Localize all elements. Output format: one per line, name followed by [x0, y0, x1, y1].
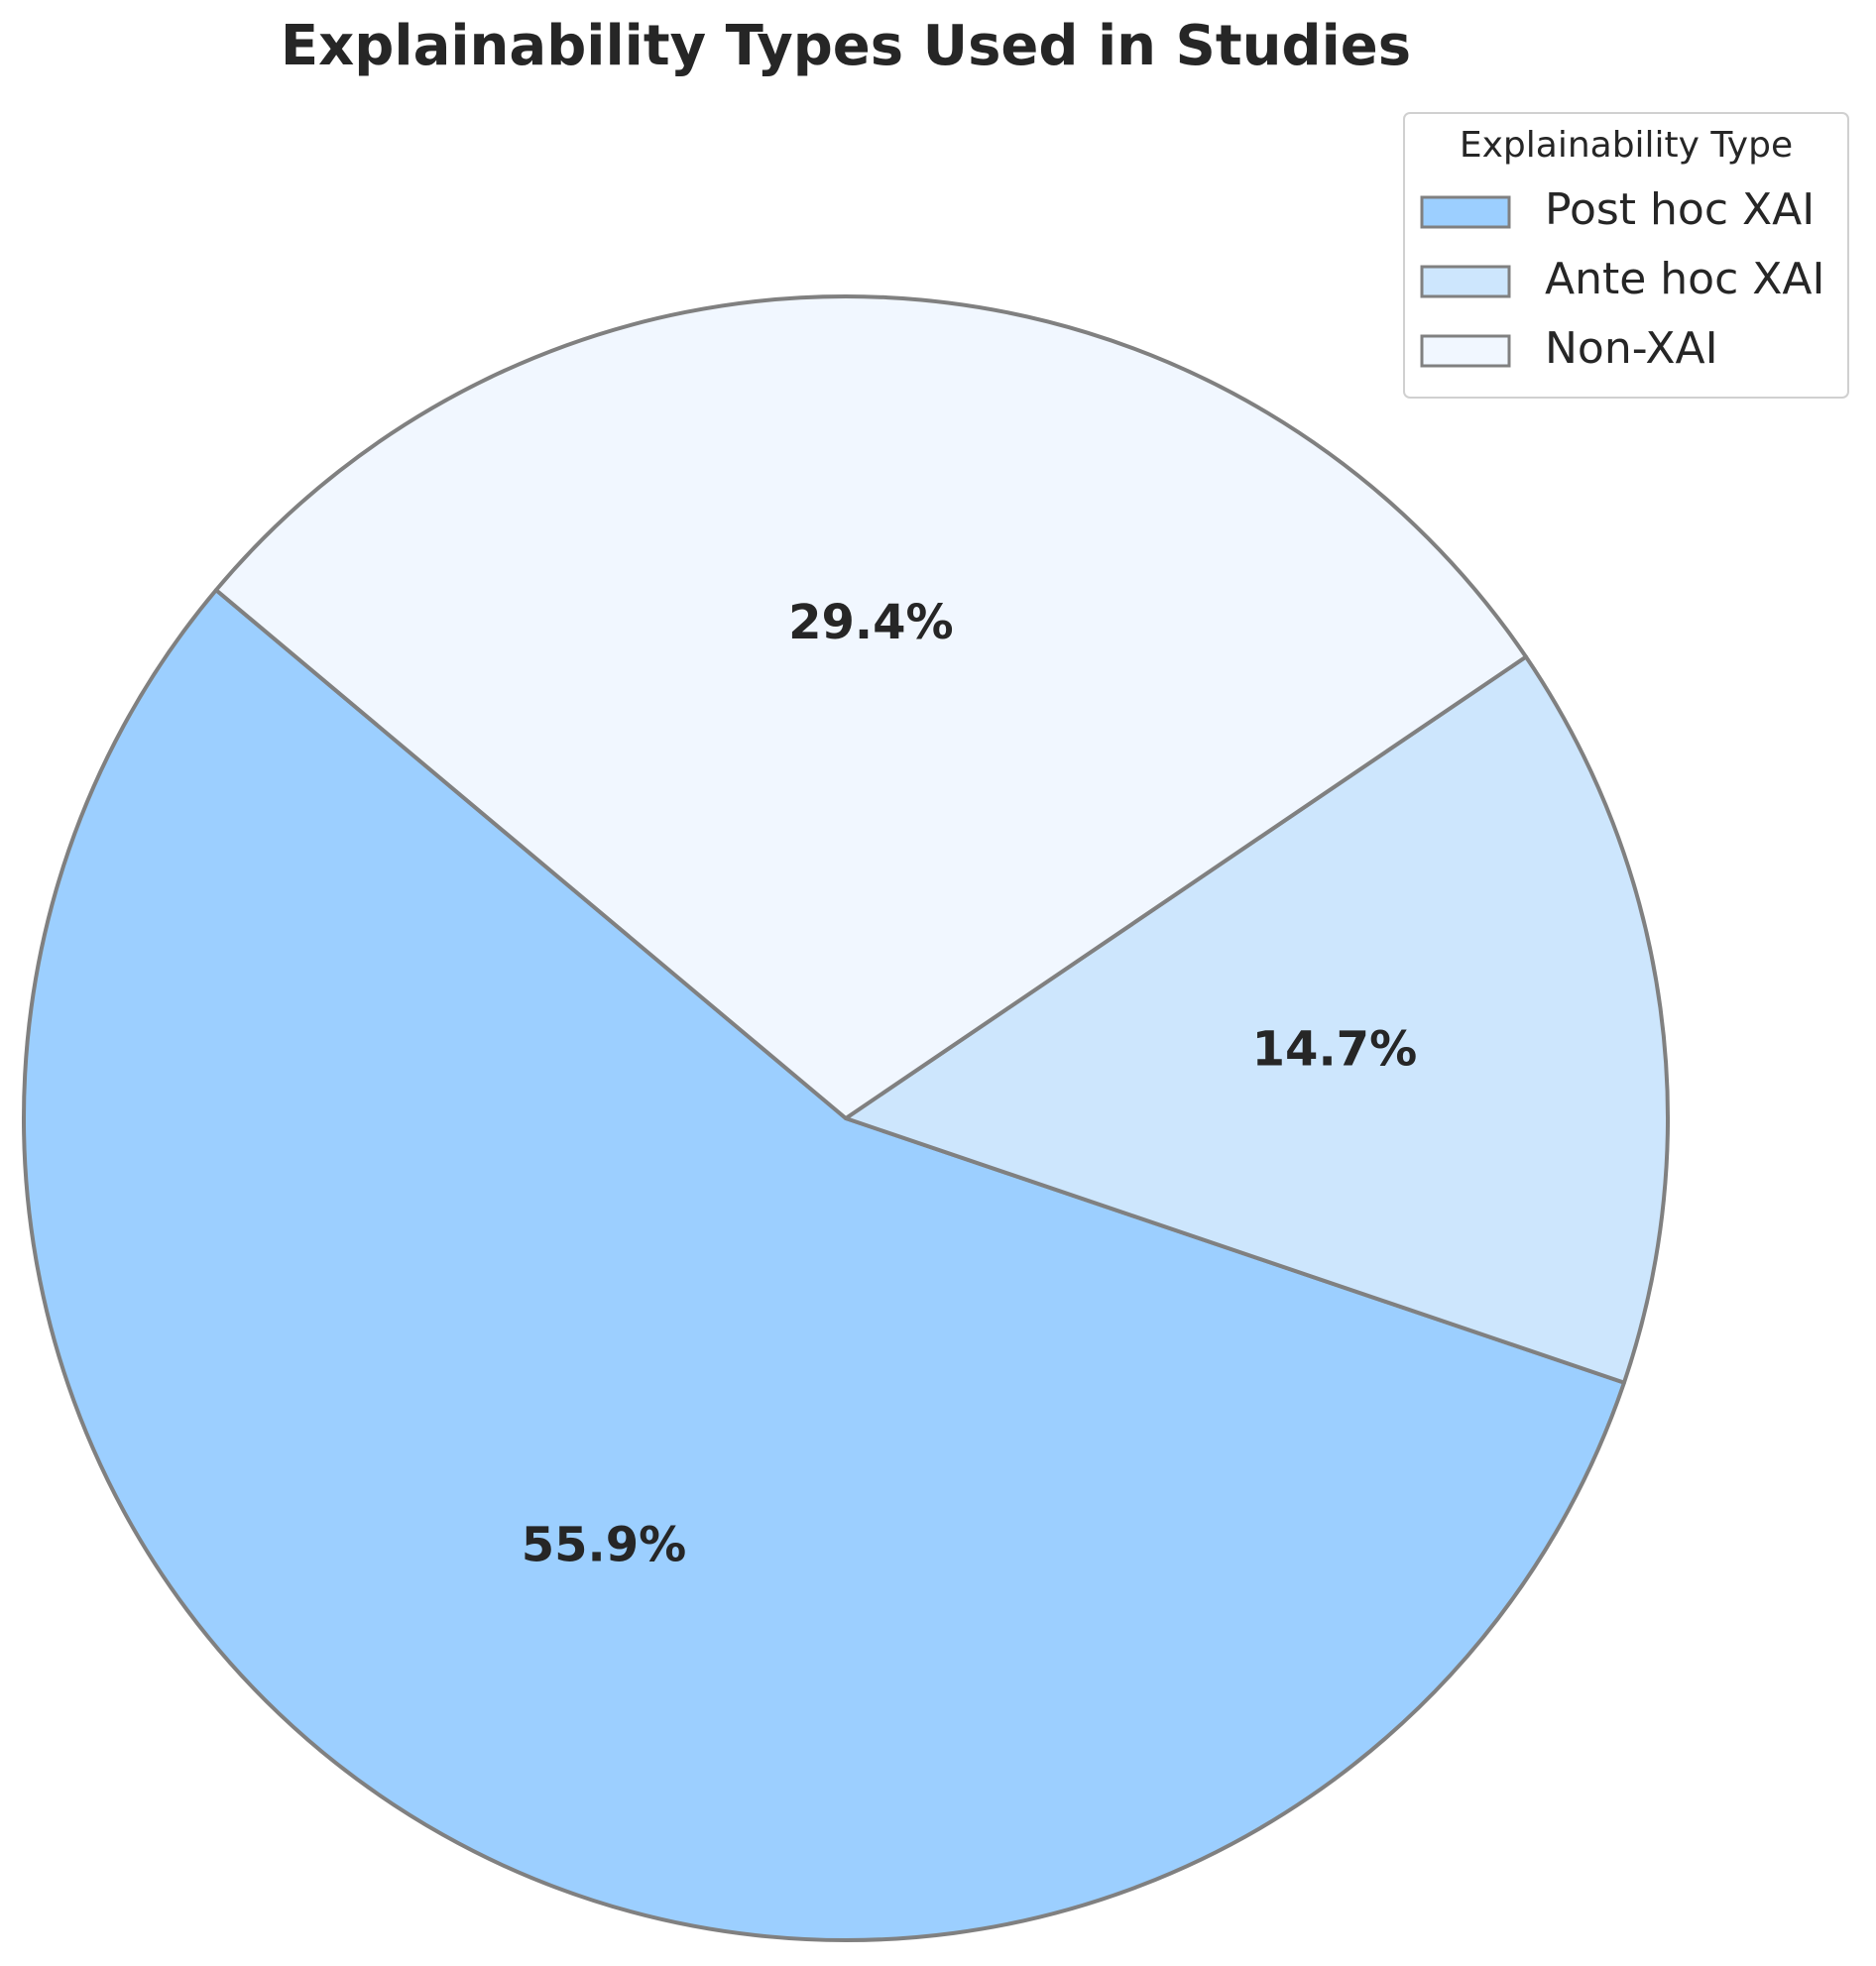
data-label: 55.9% — [522, 1517, 687, 1572]
chart-title: Explainability Types Used in Studies — [281, 14, 1411, 78]
legend-swatch — [1420, 334, 1511, 368]
pie: 55.9% 14.7% 29.4% — [22, 294, 1670, 1942]
pie-slice — [22, 588, 1626, 1942]
legend-title: Explainability Type — [1460, 125, 1793, 166]
legend-box — [1403, 112, 1849, 399]
legend-label: Ante hoc XAI — [1545, 254, 1825, 304]
pie-slice — [213, 294, 1528, 1120]
legend-swatch — [1420, 195, 1511, 229]
pie-slice — [844, 654, 1670, 1385]
legend: Explainability Type Post hoc XAI Ante hoc… — [1403, 112, 1849, 399]
legend-label: Post hoc XAI — [1545, 184, 1815, 235]
data-label: 29.4% — [788, 595, 954, 650]
legend-label: Non-XAI — [1545, 323, 1718, 374]
data-label: 14.7% — [1252, 1021, 1418, 1077]
legend-swatch — [1420, 265, 1511, 298]
